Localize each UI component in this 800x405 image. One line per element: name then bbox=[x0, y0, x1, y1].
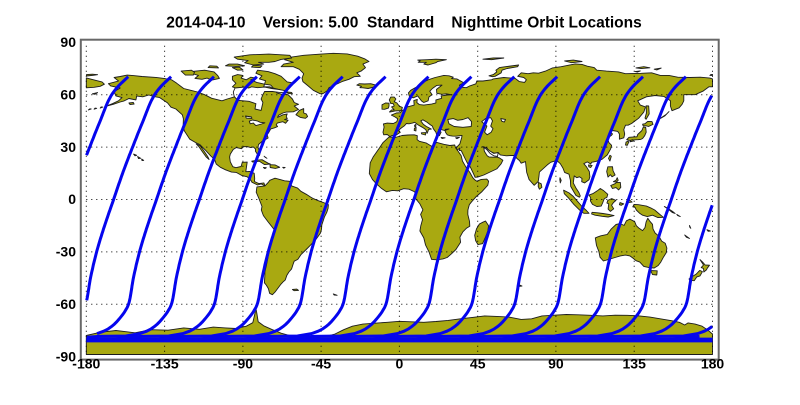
svg-text:-90: -90 bbox=[56, 349, 76, 365]
svg-text:-45: -45 bbox=[311, 355, 331, 371]
svg-text:30: 30 bbox=[60, 139, 76, 155]
svg-text:-135: -135 bbox=[151, 355, 179, 371]
svg-text:-60: -60 bbox=[56, 296, 76, 312]
svg-text:-180: -180 bbox=[72, 355, 100, 371]
svg-text:60: 60 bbox=[60, 86, 76, 102]
svg-text:0: 0 bbox=[396, 355, 404, 371]
svg-text:-30: -30 bbox=[56, 244, 76, 260]
svg-text:90: 90 bbox=[60, 34, 76, 50]
svg-text:2014-04-10 Version: 5.00 S: 2014-04-10 Version: 5.00 Standard Nightt… bbox=[166, 15, 641, 32]
svg-text:-90: -90 bbox=[233, 355, 253, 371]
svg-text:0: 0 bbox=[68, 191, 76, 207]
svg-text:45: 45 bbox=[470, 355, 486, 371]
svg-text:135: 135 bbox=[623, 355, 647, 371]
svg-text:90: 90 bbox=[548, 355, 564, 371]
svg-text:180: 180 bbox=[701, 355, 725, 371]
